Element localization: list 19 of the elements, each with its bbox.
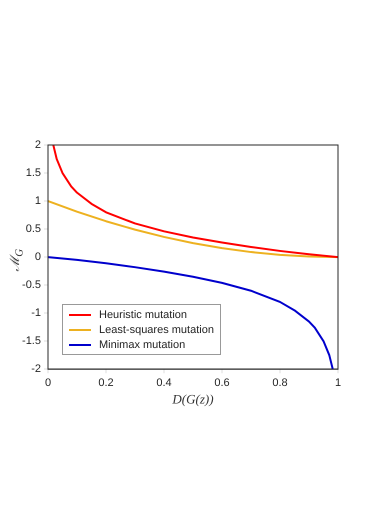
y-tick-label: 2 (34, 139, 41, 152)
x-tick-label: 0.8 (272, 376, 288, 389)
x-tick-label: 0 (44, 376, 52, 389)
x-tick-label: 1 (334, 376, 342, 389)
y-tick-label: -0.5 (22, 279, 41, 292)
y-tick-label: -1 (31, 307, 41, 320)
x-tick-label: 0.2 (98, 376, 114, 389)
y-tick-label: 1 (34, 195, 41, 208)
y-tick-label: -2 (31, 363, 41, 376)
x-tick-label: 0.6 (214, 376, 230, 389)
y-tick-label: -1.5 (22, 335, 41, 348)
x-tick-label: 0.4 (156, 376, 172, 389)
x-axis-title: D(G(z)) (171, 392, 214, 407)
legend-label: Heuristic mutation (99, 308, 188, 321)
legend-label: Minimax mutation (99, 338, 186, 351)
legend-label: Least-squares mutation (99, 324, 214, 336)
y-tick-label: 0 (34, 251, 41, 264)
y-tick-label: 0.5 (26, 223, 41, 236)
y-tick-label: 1.5 (26, 167, 41, 180)
